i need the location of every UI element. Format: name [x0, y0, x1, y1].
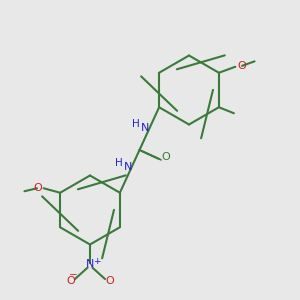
Text: O: O: [237, 61, 246, 71]
Text: O: O: [162, 152, 170, 162]
Text: N: N: [141, 123, 149, 133]
Text: O: O: [66, 275, 75, 286]
Text: O: O: [33, 183, 42, 193]
Text: O: O: [105, 275, 114, 286]
Text: −: −: [69, 270, 78, 280]
Text: +: +: [93, 256, 100, 266]
Text: H: H: [132, 119, 140, 129]
Text: H: H: [115, 158, 123, 168]
Text: N: N: [124, 162, 132, 172]
Text: N: N: [86, 259, 94, 269]
